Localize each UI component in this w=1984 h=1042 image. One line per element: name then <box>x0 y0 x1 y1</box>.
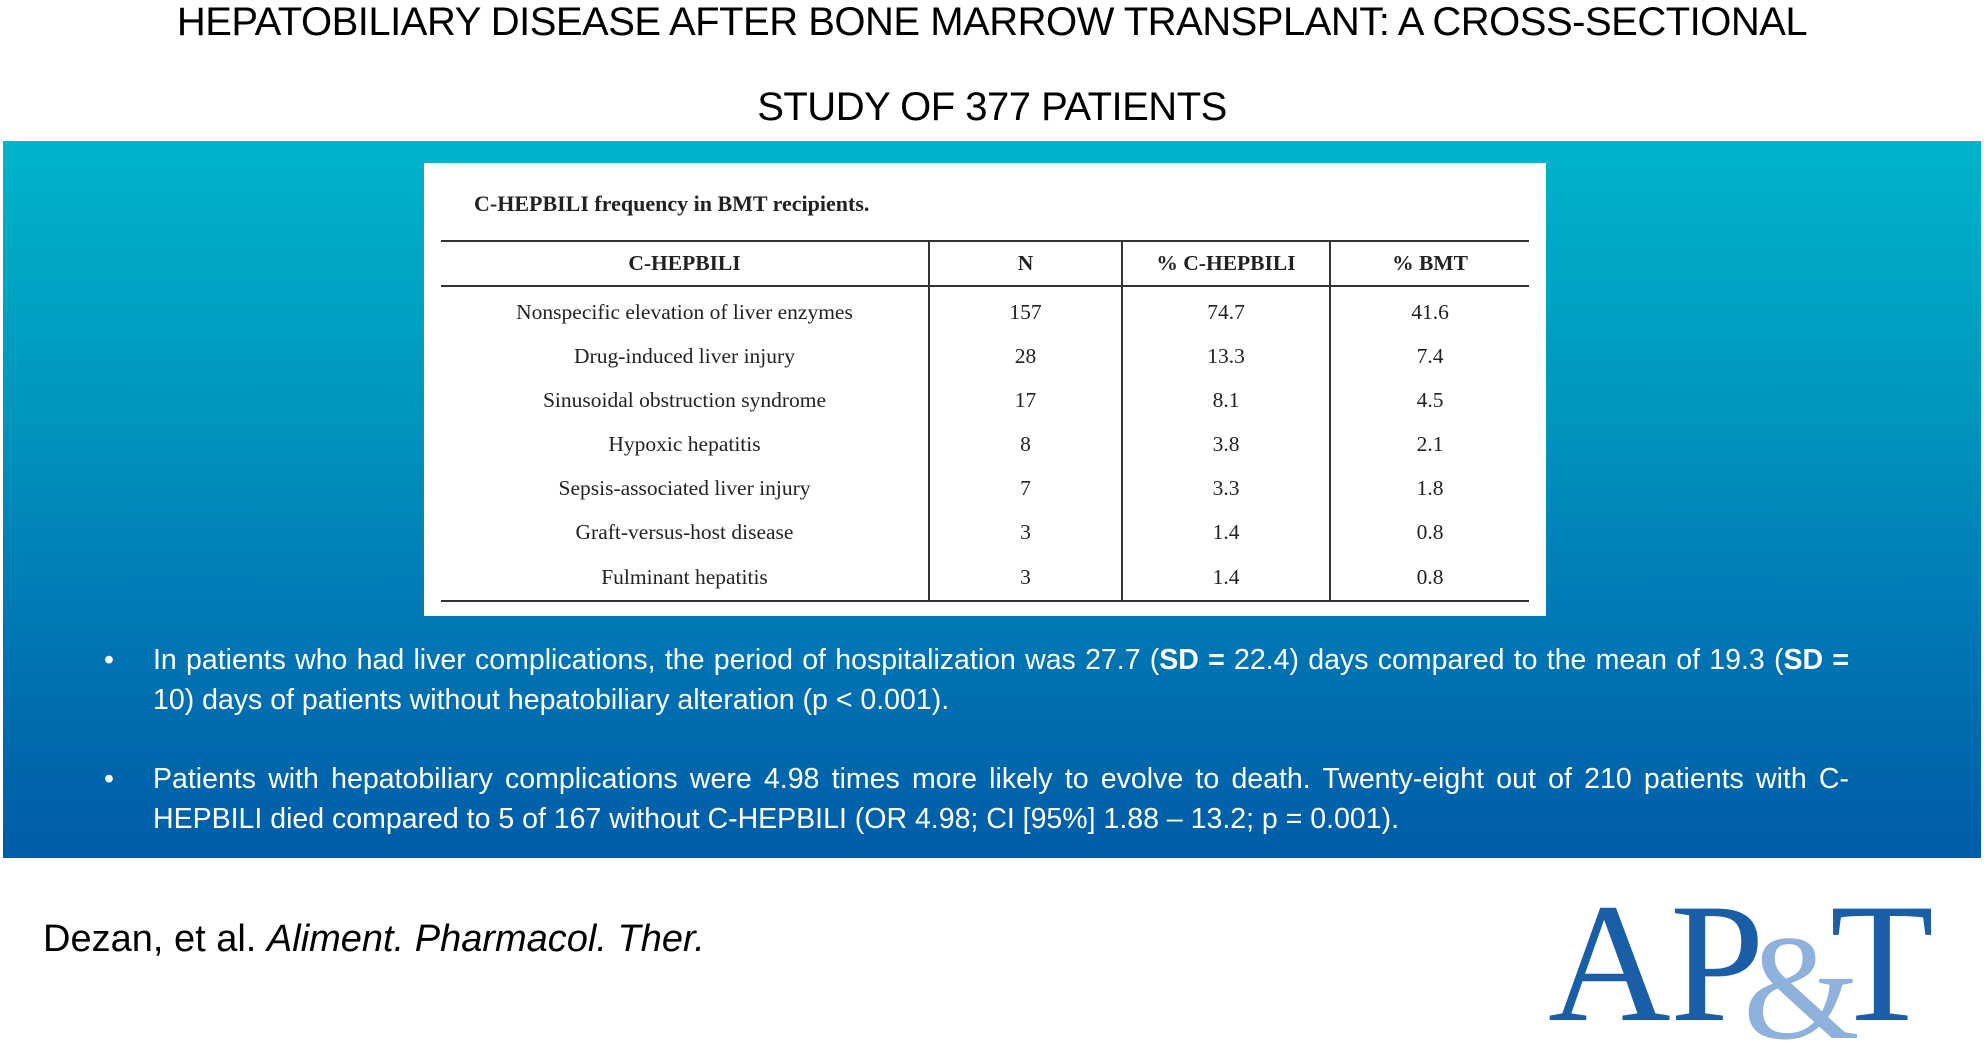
column-header: N <box>929 240 1123 287</box>
table-cell: Sepsis-associated liver injury <box>441 466 930 510</box>
table-cell: 2.1 <box>1416 431 1444 456</box>
citation-journal: Aliment. Pharmacol. Ther. <box>266 918 705 960</box>
logo-letter-a: A <box>1548 880 1671 1040</box>
table-cell: 3 <box>929 554 1123 602</box>
table-cell: 3 <box>929 510 1123 554</box>
table-cell: 8.1 <box>1122 378 1331 422</box>
table-row: Nonspecific elevation of liver enzymes 1… <box>441 286 1529 334</box>
table-cell: 3.8 <box>1122 422 1331 466</box>
table-cell: Sinusoidal obstruction syndrome <box>441 378 930 422</box>
table-row: Hypoxic hepatitis 8 3.8 2.1 <box>441 422 1529 466</box>
table-row: Sinusoidal obstruction syndrome 17 8.1 4… <box>441 378 1529 422</box>
citation-authors: Dezan, et al. <box>43 918 257 960</box>
table-cell: 13.3 <box>1122 334 1331 378</box>
table-cell: Fulminant hepatitis <box>441 554 930 602</box>
table-cell: 1.4 <box>1122 510 1331 554</box>
table-cell: 1.8 <box>1416 475 1444 500</box>
table-cell: 0.8 <box>1330 554 1529 602</box>
apt-journal-logo: A P & T <box>1548 880 1934 1040</box>
table-cell: 41.6 <box>1411 299 1449 324</box>
finding-mortality: • Patients with hepatobiliary complicatio… <box>104 759 1849 839</box>
sd-label: SD = <box>1159 644 1225 676</box>
finding-text: Patients with hepatobiliary complication… <box>153 763 1849 835</box>
logo-letter-t: T <box>1830 880 1934 1040</box>
table-header-row: C-HEPBILI N % C-HEPBILI % BMT <box>441 240 1529 287</box>
table-cell: 1.4 <box>1122 554 1331 602</box>
column-header: % BMT <box>1330 240 1529 287</box>
table-cell: 0.8 <box>1416 519 1444 544</box>
table-row: Fulminant hepatitis 3 1.4 0.8 <box>441 554 1529 602</box>
table-cell: Nonspecific elevation of liver enzymes <box>441 286 930 334</box>
frequency-table: C-HEPBILI N % C-HEPBILI % BMT Nonspecifi… <box>441 240 1529 602</box>
table-cell: Graft-versus-host disease <box>441 510 930 554</box>
table-cell: 8 <box>929 422 1123 466</box>
table-cell: 7 <box>929 466 1123 510</box>
table-cell: 3.3 <box>1122 466 1331 510</box>
table-row: Drug-induced liver injury 28 13.3 7.4 <box>441 334 1529 378</box>
table-cell: 17 <box>929 378 1123 422</box>
sd-label: SD = <box>1783 644 1849 676</box>
table-caption: C-HEPBILI frequency in BMT recipients. <box>474 191 870 216</box>
table-cell: 28 <box>929 334 1123 378</box>
table-cell: Hypoxic hepatitis <box>441 422 930 466</box>
table-cell: 74.7 <box>1122 286 1331 334</box>
table-panel: C-HEPBILI frequency in BMT recipients. C… <box>424 163 1546 616</box>
column-header: % C-HEPBILI <box>1122 240 1331 287</box>
bullet-icon: • <box>104 763 114 795</box>
page-title-line-2: STUDY OF 377 PATIENTS <box>757 85 1227 129</box>
bullet-icon: • <box>104 644 114 676</box>
logo-ampersand: & <box>1743 905 1860 1040</box>
finding-hospitalization: • In patients who had liver complications… <box>104 640 1849 720</box>
finding-text: In patients who had liver complications,… <box>153 644 1160 676</box>
logo-letter-p: P <box>1670 880 1765 1040</box>
page-title-line-1: HEPATOBILIARY DISEASE AFTER BONE MARROW … <box>176 0 1808 44</box>
finding-text: 10) days of patients without hepatobilia… <box>153 684 950 716</box>
table-cell: 7.4 <box>1416 343 1444 368</box>
table-cell: Drug-induced liver injury <box>441 334 930 378</box>
table-row: Graft-versus-host disease 3 1.4 0.8 <box>441 510 1529 554</box>
table-row: Sepsis-associated liver injury 7 3.3 1.8 <box>441 466 1529 510</box>
column-header: C-HEPBILI <box>441 240 930 287</box>
finding-text: 22.4) days compared to the mean of 19.3 … <box>1224 644 1784 676</box>
table-cell: 4.5 <box>1416 387 1444 412</box>
citation: Dezan, et al. Aliment. Pharmacol. Ther. <box>43 918 705 961</box>
table-cell: 157 <box>929 286 1123 334</box>
